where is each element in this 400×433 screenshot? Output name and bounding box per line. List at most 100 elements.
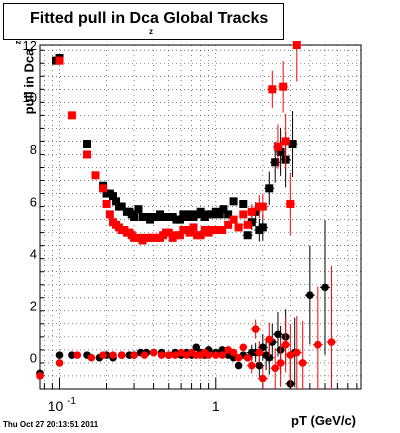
data-point-square (224, 220, 233, 229)
data-point-circle (234, 353, 243, 362)
y-axis-label: pull in Dca (21, 48, 37, 115)
data-point-circle (298, 359, 307, 367)
data-point-circle (171, 351, 180, 359)
data-point-square (130, 213, 139, 221)
data-point-circle (218, 346, 227, 354)
data-point-circle (265, 335, 274, 344)
data-point-circle (149, 348, 158, 357)
y-tick-label: 6 (30, 194, 37, 209)
data-point-square (258, 223, 267, 232)
data-point-circle (109, 351, 117, 359)
data-point-square (247, 218, 256, 227)
y-tick-label: 10 (23, 90, 37, 105)
data-point-square (175, 215, 184, 224)
data-point-square (109, 192, 118, 201)
data-point-square (239, 210, 248, 219)
data-point-square (196, 207, 205, 216)
data-point-circle (281, 340, 290, 349)
data-point-square (292, 41, 301, 49)
data-point-circle (157, 351, 166, 359)
data-point-square (281, 137, 290, 146)
data-point-circle (117, 351, 126, 359)
data-point-circle (164, 351, 173, 359)
data-point-circle (234, 361, 243, 370)
data-point-circle (68, 351, 76, 359)
data-point-square (288, 140, 297, 149)
data-point-circle (276, 359, 285, 367)
data-point-square (185, 228, 194, 237)
data-point-square (211, 226, 220, 235)
x-tick-label-exponent: -1 (67, 396, 76, 407)
data-point-circle (314, 340, 322, 349)
data-point-circle (130, 351, 138, 359)
data-point-square (229, 197, 238, 206)
data-point-circle (255, 361, 264, 370)
data-point-square (83, 150, 92, 159)
y-tick-label: 12 (23, 38, 37, 53)
data-point-circle (140, 351, 149, 359)
data-point-square (91, 171, 100, 180)
data-point-square (234, 223, 243, 232)
data-point-square (271, 158, 280, 167)
data-point-square (112, 197, 121, 206)
data-point-circle (211, 351, 220, 359)
data-point-circle (218, 351, 227, 359)
data-point-circle (321, 283, 329, 292)
data-point-circle (55, 359, 64, 367)
data-point-circle (255, 348, 264, 357)
data-point-square (83, 140, 92, 149)
data-point-circle (243, 353, 252, 362)
data-point-circle (87, 353, 96, 362)
data-point-circle (327, 338, 336, 346)
y-axis-label-subscript: z (13, 40, 23, 45)
data-point-square (258, 202, 267, 211)
y-tick-label: 8 (30, 142, 37, 157)
data-point-square (99, 184, 108, 193)
data-point-circle (306, 291, 314, 299)
y-tick-label: 2 (30, 299, 37, 314)
chart-title: Fitted pull in Dca Global Tracks (30, 10, 269, 27)
x-axis-label: pT (GeV/c) (291, 413, 357, 428)
data-point-square (224, 210, 233, 219)
data-point-square (102, 199, 111, 208)
data-point-circle (55, 351, 64, 359)
data-point-square (247, 207, 256, 216)
data-point-circle (229, 348, 238, 357)
data-point-square (117, 202, 126, 211)
data-point-square (105, 210, 114, 219)
data-point-circle (286, 351, 295, 359)
data-point-circle (259, 374, 267, 383)
data-point-circle (73, 351, 82, 359)
data-point-square (243, 220, 252, 229)
data-point-square (239, 199, 248, 208)
data-point-circle (271, 364, 279, 372)
data-point-circle (274, 330, 282, 339)
title-box: Fitted pull in Dca Global Tracks z (3, 3, 284, 40)
data-point-square (196, 231, 205, 240)
chart-title-subscript: z (149, 27, 153, 36)
data-point-square (279, 82, 288, 91)
timestamp: Thu Oct 27 20:13:51 2011 (3, 420, 99, 429)
data-point-circle (247, 361, 256, 370)
y-tick-label: 0 (30, 351, 37, 366)
data-point-square (273, 142, 282, 151)
data-point-square (134, 205, 143, 214)
x-tick-label: 1 (212, 398, 220, 414)
data-point-circle (36, 372, 44, 380)
data-point-square (268, 85, 277, 94)
data-point-square (219, 205, 228, 214)
data-point-square (215, 210, 224, 219)
data-point-square (134, 233, 143, 242)
data-point-square (286, 199, 295, 208)
data-point-square (218, 226, 227, 235)
data-point-square (276, 147, 285, 156)
data-point-square (55, 56, 64, 65)
data-point-circle (192, 343, 201, 352)
data-point-square (229, 215, 238, 224)
data-point-circle (292, 348, 301, 357)
y-tick-label: 4 (30, 246, 37, 261)
x-tick-label: 10 (48, 398, 64, 414)
data-point-circle (204, 351, 213, 359)
data-point-square (164, 228, 173, 237)
data-point-square (189, 223, 198, 232)
